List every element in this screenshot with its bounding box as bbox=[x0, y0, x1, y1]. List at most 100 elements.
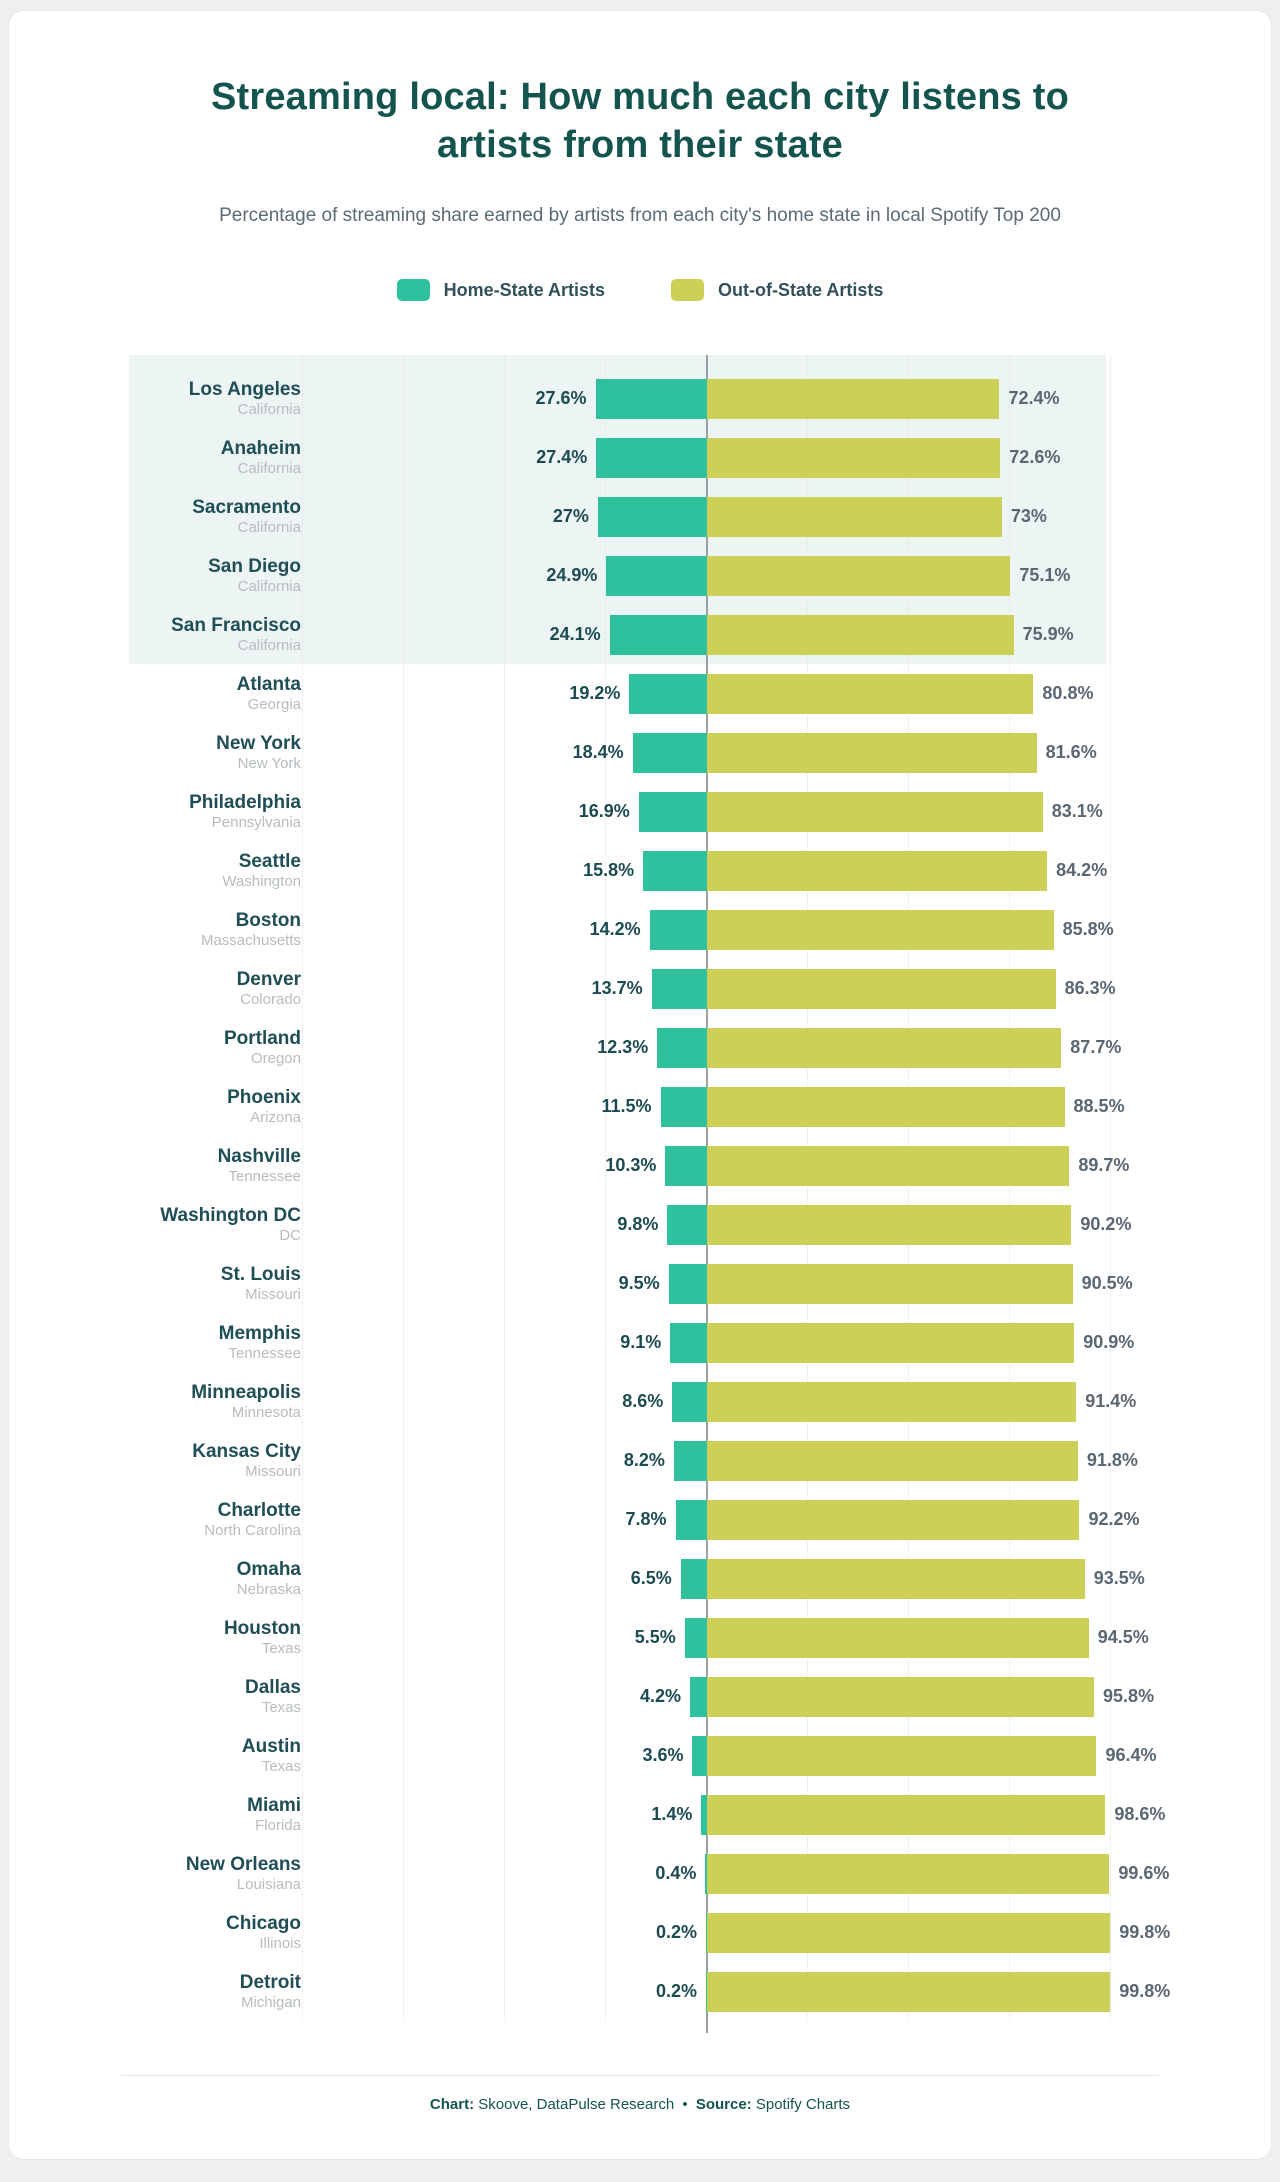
out-of-state-bar bbox=[707, 1263, 1073, 1304]
out-of-state-bar bbox=[707, 1440, 1078, 1481]
city-label-group: Philadelphia Pennsylvania bbox=[9, 792, 301, 832]
home-state-value: 10.3% bbox=[605, 1155, 657, 1175]
out-of-state-value: 72.6% bbox=[1009, 447, 1061, 467]
gridline bbox=[302, 355, 303, 2020]
out-of-state-zone: 72.6% bbox=[707, 428, 1271, 487]
city-row: New Orleans Louisiana 0.4% 99.6% bbox=[9, 1844, 1271, 1903]
city-row: Phoenix Arizona 11.5% 88.5% bbox=[9, 1077, 1271, 1136]
city-label-group: Phoenix Arizona bbox=[9, 1087, 301, 1127]
home-state-zone: 12.3% bbox=[301, 1018, 707, 1077]
home-state-zone: 27% bbox=[301, 487, 707, 546]
home-state-value: 8.6% bbox=[622, 1391, 664, 1411]
out-of-state-value: 86.3% bbox=[1064, 978, 1116, 998]
home-state-value: 7.8% bbox=[625, 1509, 667, 1529]
state-name: Texas bbox=[261, 1698, 301, 1716]
footer-chart-label: Chart: bbox=[429, 2096, 475, 2113]
out-of-state-bar bbox=[707, 1086, 1065, 1127]
state-name: Colorado bbox=[240, 990, 301, 1008]
state-name: Florida bbox=[255, 1816, 301, 1834]
footer-source-label: Source: bbox=[695, 2096, 752, 2113]
home-state-value: 24.1% bbox=[549, 624, 601, 644]
home-state-zone: 6.5% bbox=[301, 1549, 707, 1608]
home-state-value: 1.4% bbox=[651, 1804, 693, 1824]
gridline bbox=[1009, 355, 1010, 2020]
state-name: California bbox=[237, 400, 301, 418]
home-state-bar bbox=[651, 968, 707, 1009]
out-of-state-value: 75.1% bbox=[1019, 565, 1071, 585]
city-name: San Diego bbox=[208, 555, 301, 577]
home-state-value: 27.4% bbox=[536, 447, 588, 467]
city-row: Portland Oregon 12.3% 87.7% bbox=[9, 1018, 1271, 1077]
city-name: Austin bbox=[241, 1735, 301, 1757]
city-name: Sacramento bbox=[192, 496, 301, 518]
home-state-zone: 9.8% bbox=[301, 1195, 707, 1254]
out-of-state-bar bbox=[707, 1027, 1062, 1068]
out-of-state-value: 98.6% bbox=[1114, 1804, 1166, 1824]
home-state-bar bbox=[668, 1263, 707, 1304]
city-row: Atlanta Georgia 19.2% 80.8% bbox=[9, 664, 1271, 723]
city-label-group: Minneapolis Minnesota bbox=[9, 1382, 301, 1422]
out-of-state-bar bbox=[707, 1322, 1075, 1363]
home-state-value: 4.2% bbox=[640, 1686, 682, 1706]
out-of-state-zone: 90.5% bbox=[707, 1254, 1271, 1313]
home-state-bar bbox=[632, 732, 707, 773]
city-label-group: St. Louis Missouri bbox=[9, 1264, 301, 1304]
out-of-state-value: 93.5% bbox=[1093, 1568, 1145, 1588]
state-name: California bbox=[237, 459, 301, 477]
city-name: New Orleans bbox=[185, 1853, 301, 1875]
out-of-state-bar bbox=[707, 1145, 1070, 1186]
footer-divider bbox=[121, 2075, 1159, 2076]
home-state-zone: 3.6% bbox=[301, 1726, 707, 1785]
state-name: North Carolina bbox=[204, 1521, 301, 1539]
city-label-group: Nashville Tennessee bbox=[9, 1146, 301, 1186]
home-state-zone: 13.7% bbox=[301, 959, 707, 1018]
out-of-state-bar bbox=[707, 1971, 1111, 2012]
home-state-bar bbox=[597, 496, 707, 537]
state-name: Texas bbox=[261, 1639, 301, 1657]
city-row: Denver Colorado 13.7% 86.3% bbox=[9, 959, 1271, 1018]
city-row: Sacramento California 27% 73% bbox=[9, 487, 1271, 546]
legend-item-out-of-state: Out-of-State Artists bbox=[671, 279, 883, 301]
city-row: Seattle Washington 15.8% 84.2% bbox=[9, 841, 1271, 900]
home-state-bar bbox=[596, 437, 707, 478]
home-state-zone: 0.2% bbox=[301, 1903, 707, 1962]
out-of-state-bar bbox=[707, 1558, 1085, 1599]
out-of-state-bar bbox=[707, 732, 1037, 773]
state-name: California bbox=[237, 636, 301, 654]
city-label-group: Houston Texas bbox=[9, 1618, 301, 1658]
home-state-zone: 24.1% bbox=[301, 605, 707, 664]
out-of-state-zone: 83.1% bbox=[707, 782, 1271, 841]
city-label-group: Washington DC DC bbox=[9, 1205, 301, 1245]
city-name: San Francisco bbox=[171, 614, 301, 636]
city-label-group: Charlotte North Carolina bbox=[9, 1500, 301, 1540]
city-label-group: Sacramento California bbox=[9, 497, 301, 537]
city-label-group: Los Angeles California bbox=[9, 379, 301, 419]
out-of-state-bar bbox=[707, 1499, 1080, 1540]
city-row: Boston Massachusetts 14.2% 85.8% bbox=[9, 900, 1271, 959]
city-row: Austin Texas 3.6% 96.4% bbox=[9, 1726, 1271, 1785]
city-label-group: Atlanta Georgia bbox=[9, 674, 301, 714]
city-name: Chicago bbox=[226, 1912, 301, 1934]
home-state-zone: 8.2% bbox=[301, 1431, 707, 1490]
home-state-zone: 4.2% bbox=[301, 1667, 707, 1726]
home-state-bar bbox=[684, 1617, 707, 1658]
city-row: San Francisco California 24.1% 75.9% bbox=[9, 605, 1271, 664]
out-of-state-zone: 73% bbox=[707, 487, 1271, 546]
home-state-zone: 27.6% bbox=[301, 369, 707, 428]
out-of-state-zone: 86.3% bbox=[707, 959, 1271, 1018]
out-of-state-bar bbox=[707, 909, 1054, 950]
city-label-group: New Orleans Louisiana bbox=[9, 1854, 301, 1894]
home-state-bar bbox=[701, 1794, 707, 1835]
home-state-bar bbox=[606, 555, 707, 596]
home-state-zone: 0.2% bbox=[301, 1962, 707, 2021]
home-state-value: 9.8% bbox=[617, 1214, 659, 1234]
out-of-state-value: 87.7% bbox=[1070, 1037, 1122, 1057]
out-of-state-value: 85.8% bbox=[1062, 919, 1114, 939]
city-name: New York bbox=[216, 732, 301, 754]
out-of-state-zone: 85.8% bbox=[707, 900, 1271, 959]
home-state-value: 0.2% bbox=[655, 1922, 697, 1942]
home-state-zone: 14.2% bbox=[301, 900, 707, 959]
legend-label-out-of-state: Out-of-State Artists bbox=[718, 279, 884, 300]
home-state-bar bbox=[680, 1558, 707, 1599]
